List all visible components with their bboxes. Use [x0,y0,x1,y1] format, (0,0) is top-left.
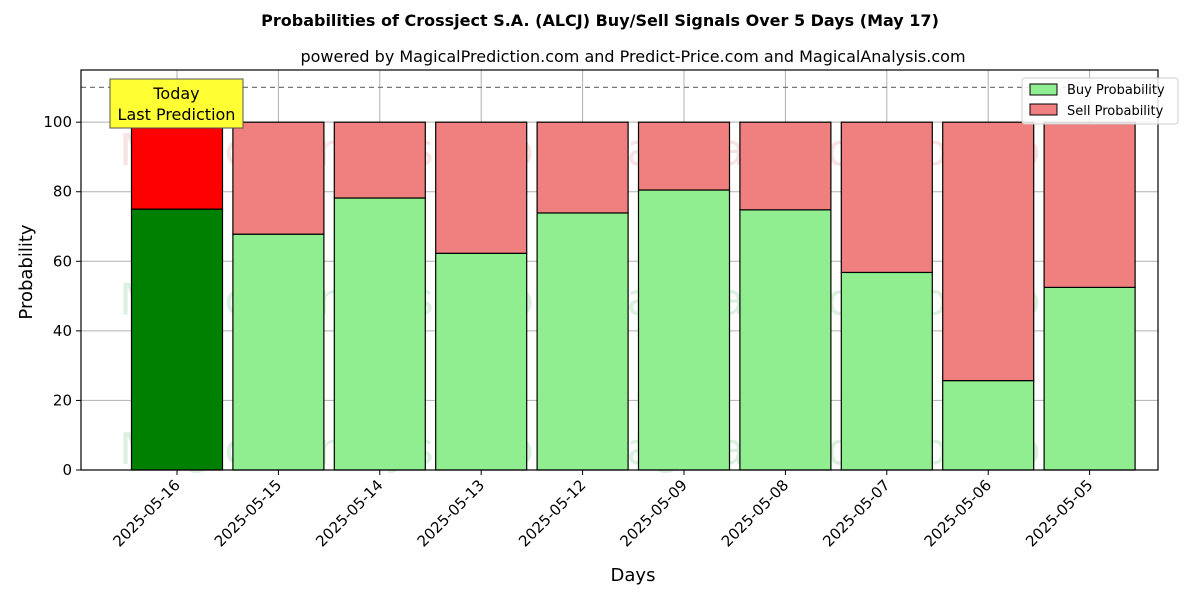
legend-sell-label: Sell Probability [1067,104,1164,119]
bar-buy-2025-05-12 [536,212,629,471]
bar-sell-2025-05-07 [840,121,933,274]
y-tick-label: 80 [53,183,72,201]
x-tick-label: 2025-05-06 [921,476,995,550]
bar-sell-2025-05-08 [739,121,832,211]
bar-sell-2025-05-09 [637,121,731,191]
plot-frame [80,69,1159,471]
chart-title: Probabilities of Crossject S.A. (ALCJ) B… [261,11,939,30]
x-tick-label: 2025-05-08 [718,476,792,550]
bar-sell-2025-05-15 [232,121,325,235]
bar-buy-2025-05-16 [130,208,224,471]
bar-buy-2025-05-06 [942,380,1035,471]
y-tick-label: 60 [53,252,72,270]
x-tick-label: 2025-05-09 [616,476,690,550]
bar-sell-2025-05-14 [333,121,426,199]
y-tick-label: 100 [43,113,72,131]
legend-buy-label: Buy Probability [1067,83,1165,98]
chart-subtitle: powered by MagicalPrediction.com and Pre… [300,47,965,66]
legend: Buy Probability Sell Probability [1021,77,1179,125]
x-axis: 2025-05-16 2025-05-15 2025-05-14 2025-05-13… [109,470,1096,550]
legend-sell-swatch [1029,103,1058,116]
annotation-line2: Last Prediction [118,105,236,124]
x-tick-label: 2025-05-14 [312,476,386,550]
x-tick-label: 2025-05-16 [109,476,183,550]
y-tick-label: 40 [53,322,72,340]
y-axis-label: Probability [16,224,37,319]
bar-buy-2025-05-05 [1043,286,1136,471]
x-tick-label: 2025-05-07 [819,476,893,550]
today-annotation: Today Last Prediction [109,78,244,129]
bar-sell-2025-05-13 [435,121,528,254]
bar-sell-2025-05-16 [130,121,224,210]
bar-buy-2025-05-13 [435,252,528,471]
bar-buy-2025-05-07 [840,271,933,471]
bar-buy-2025-05-08 [739,209,832,471]
y-axis: 0 20 40 60 80 100 [43,113,81,479]
y-tick-label: 20 [53,391,72,409]
bar-sell-2025-05-05 [1043,121,1136,288]
legend-box [1021,77,1179,125]
x-tick-label: 2025-05-13 [414,476,488,550]
bar-sell-2025-05-06 [942,121,1035,382]
bar-buy-2025-05-15 [232,233,325,471]
x-tick-label: 2025-05-12 [515,476,589,550]
legend-buy-swatch [1029,83,1058,96]
bar-sell-2025-05-12 [536,121,629,214]
y-tick-label: 0 [62,461,72,479]
bar-buy-2025-05-09 [637,189,731,471]
annotation-line1: Today [152,84,199,103]
x-axis-label: Days [611,565,656,586]
x-tick-label: 2025-05-05 [1022,476,1096,550]
x-tick-label: 2025-05-15 [211,476,285,550]
bar-buy-2025-05-14 [333,197,426,471]
annotation-box [109,78,244,129]
bars [130,121,1136,471]
